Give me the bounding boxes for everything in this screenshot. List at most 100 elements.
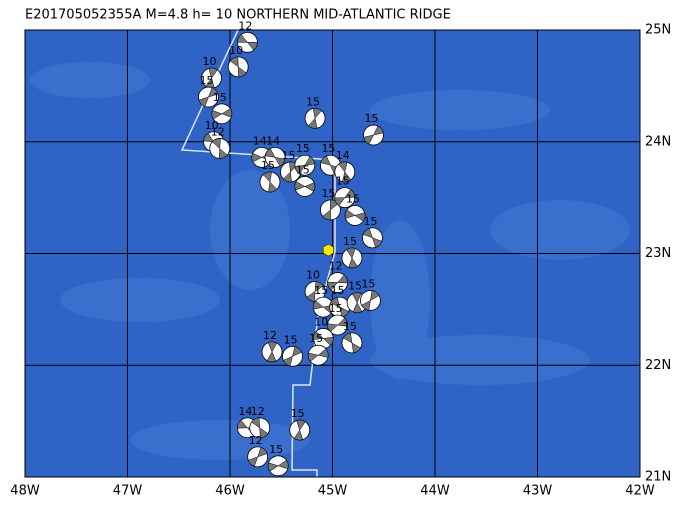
depth-label: 12 [249,434,263,447]
depth-label: 15 [361,277,375,290]
ball-quadrant [294,181,316,192]
focal-mechanism: 10 [227,44,249,78]
depth-label: 10 [205,119,219,132]
ball-quadrant [346,247,358,269]
depth-label: 15 [296,163,310,176]
ball-quadrant [267,459,289,472]
depth-label: 15 [284,333,298,346]
focal-mechanism: 14 [334,149,356,183]
focal-mechanism: 15 [294,142,316,176]
depth-label: 15 [346,193,360,206]
lon-label: 45W [318,484,348,499]
focal-mechanism: 15 [320,187,341,221]
ball-quadrant [283,346,302,367]
focal-mechanism: 12 [327,260,349,293]
depth-label: 15 [329,302,343,315]
ball-quadrant [362,228,383,248]
ball-quadrant [308,108,322,129]
depth-label: 14 [253,134,267,147]
depth-label: 10 [203,55,217,68]
focal-mechanism: 15 [312,284,334,318]
frame [24,29,641,478]
ball-quadrant [266,341,278,363]
focal-mechanism: 12 [209,125,231,159]
depth-label: 15 [331,284,345,297]
focal-mechanism: 15 [344,193,366,226]
depth-label: 14 [336,149,350,162]
lon-label: 44W [420,484,450,499]
focal-mechanism: 12 [247,434,269,468]
focal-mechanism: 15 [362,215,383,249]
epicenter [322,243,334,257]
ball-quadrant [198,87,219,107]
focal-mechanism: 10 [304,268,326,302]
lon-label: 43W [523,484,553,499]
depth-label: 10 [229,44,243,57]
focal-mechanism: 15 [341,235,363,269]
lat-label: 21N [645,470,671,485]
map-title: E201705052355A M=4.8 h= 10 NORTHERN MID-… [25,8,451,23]
lat-label: 25N [645,23,671,38]
depth-label: 15 [269,443,283,456]
depth-label: 15 [365,112,379,125]
depth-label: 15 [343,320,357,333]
lon-label: 46W [215,484,245,499]
focal-mechanism: 12 [249,405,271,439]
lat-label: 23N [645,246,671,261]
depth-label: 15 [321,142,335,155]
ball-quadrant [363,125,384,145]
depth-label: 15 [363,215,377,228]
depth-label: 15 [336,175,350,188]
depth-label: 15 [321,187,335,200]
depth-label: 15 [306,95,320,108]
focal-mechanism: 15 [304,95,326,129]
ball-quadrant [211,138,228,159]
depth-label: 12 [251,405,265,418]
focal-mechanism: 15 [360,277,381,311]
focal-mechanism: 12 [261,329,283,363]
depth-label: 15 [348,280,362,293]
focal-mechanism: 15 [211,91,233,125]
lon-label: 42W [625,484,655,499]
ball-quadrant [307,348,329,362]
focal-mechanism: 15 [259,159,281,193]
focal-mechanism: 15 [289,407,311,441]
depth-label: 15 [261,159,275,172]
depth-label: 12 [211,125,225,138]
lat-label: 24N [645,134,671,149]
ball-quadrant [262,171,278,193]
ball-quadrant [293,419,306,441]
depth-label: 15 [213,91,227,104]
ball-quadrant [237,34,258,51]
ball-quadrant [306,281,324,302]
focal-mechanism: 15 [341,320,363,354]
depth-label: 12 [263,329,277,342]
ball-quadrant [294,156,315,175]
depth-label: 14 [266,134,280,147]
focal-mechanism: 15 [327,302,349,336]
lon-label: 48W [10,484,40,499]
ball-quadrant [247,447,268,467]
depth-label: 12 [238,19,252,32]
lat-label: 22N [645,358,671,373]
focal-mechanism: 15 [334,175,356,209]
focal-mechanism: 10 [201,55,222,89]
ball-quadrant [342,332,361,354]
ball-quadrant [265,148,286,167]
depth-label: 15 [296,142,310,155]
depth-label: 15 [309,332,323,345]
ball-quadrant [251,417,269,439]
ball-quadrant [338,161,352,183]
depth-label: 12 [329,260,343,273]
focal-mechanism: 15 [198,74,219,108]
lon-label: 47W [113,484,143,499]
depth-label: 10 [314,315,328,328]
focal-mechanism: 15 [307,332,329,366]
focal-mechanism: 14 [264,134,286,168]
focal-mechanism: 12 [237,19,258,53]
ball-quadrant [229,56,247,78]
depth-label: 15 [314,284,328,297]
